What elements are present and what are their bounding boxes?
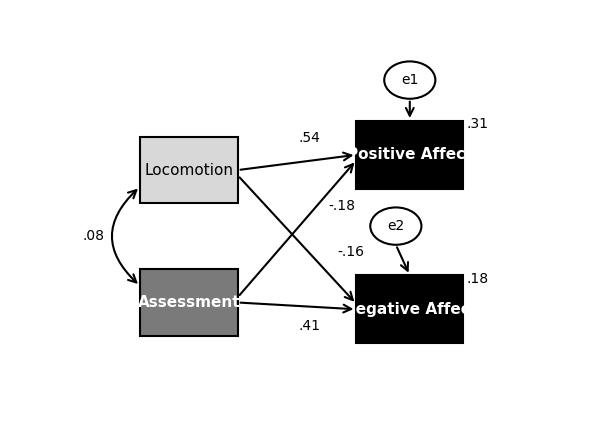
FancyArrowPatch shape <box>112 190 136 283</box>
Text: .18: .18 <box>467 272 488 286</box>
Text: -.18: -.18 <box>328 198 355 213</box>
Circle shape <box>370 207 421 245</box>
Text: e2: e2 <box>387 219 404 233</box>
Text: .08: .08 <box>83 229 104 243</box>
Text: Negative Affect: Negative Affect <box>343 302 477 317</box>
Text: -.16: -.16 <box>338 245 365 259</box>
Text: .31: .31 <box>467 117 488 131</box>
FancyBboxPatch shape <box>140 269 238 336</box>
Text: .54: .54 <box>299 131 321 145</box>
Text: Positive Affect: Positive Affect <box>347 147 473 162</box>
Text: e1: e1 <box>401 73 418 87</box>
Text: .41: .41 <box>299 319 321 333</box>
Circle shape <box>384 61 436 99</box>
FancyBboxPatch shape <box>356 275 463 343</box>
FancyBboxPatch shape <box>140 137 238 203</box>
Text: Assessment: Assessment <box>137 295 240 310</box>
FancyBboxPatch shape <box>356 121 463 189</box>
Text: Locomotion: Locomotion <box>145 163 233 178</box>
